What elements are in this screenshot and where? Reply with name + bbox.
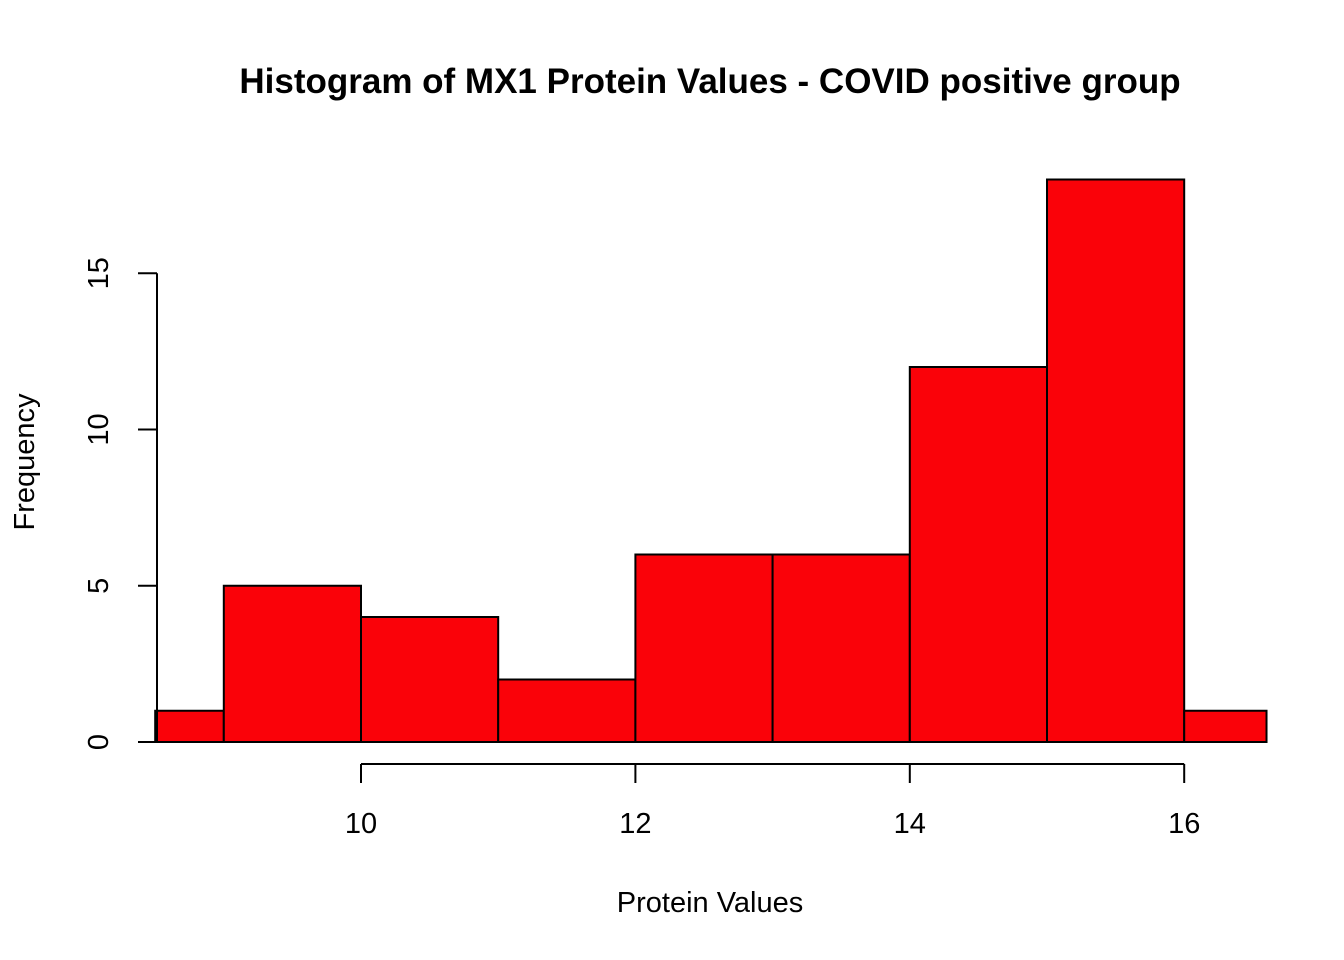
histogram-bar [908,366,1048,743]
x-axis: 10 12 14 16 [345,763,1200,840]
y-axis-label: Frequency [9,393,41,531]
bars-group [154,178,1268,743]
histogram-bar [1046,178,1186,743]
histogram-bar [360,616,500,743]
histogram-bar [222,584,362,743]
histogram-bar [771,553,911,743]
histogram-bar [154,709,225,743]
y-tick-label: 5 [83,578,115,594]
y-tick-label: 15 [83,257,115,289]
y-axis: 0 5 10 15 [83,257,158,750]
x-tick-label: 14 [894,808,926,840]
y-tick-label: 0 [83,734,115,750]
y-tick-label: 10 [83,413,115,445]
histogram-bar [1183,709,1268,743]
x-tick-label: 12 [619,808,651,840]
histogram-bar [634,553,774,743]
x-axis-label: Protein Values [617,887,803,919]
x-tick-label: 10 [345,808,377,840]
chart-title: Histogram of MX1 Protein Values - COVID … [239,62,1180,101]
x-tick-label: 16 [1168,808,1200,840]
histogram-bar [497,678,637,743]
